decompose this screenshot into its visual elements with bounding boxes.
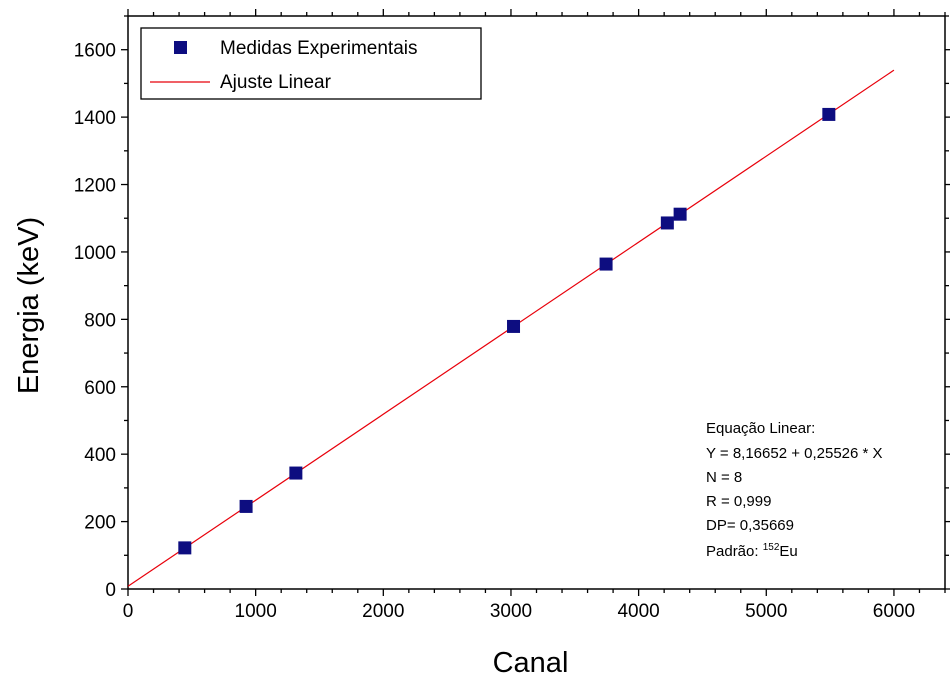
y-axis-label: Energia (keV)	[13, 217, 45, 394]
data-point	[660, 216, 674, 230]
y-tick-label: 600	[84, 378, 116, 399]
x-tick-label: 5000	[745, 601, 787, 622]
x-tick-label: 3000	[490, 601, 532, 622]
annotation-standard: Padrão: 152Eu	[706, 542, 798, 560]
x-axis-label: Canal	[493, 647, 569, 676]
annotation-title: Equação Linear:	[706, 420, 815, 437]
annotation-equation: Y = 8,16652 + 0,25526 * X	[706, 445, 883, 462]
data-point	[673, 207, 687, 221]
x-tick-label: 4000	[617, 601, 659, 622]
x-tick-label: 2000	[362, 601, 404, 622]
y-tick-label: 1000	[74, 243, 116, 264]
annotation-n: N = 8	[706, 469, 742, 486]
data-point	[507, 319, 521, 333]
x-tick-label: 1000	[235, 601, 277, 622]
data-point	[239, 499, 253, 513]
x-tick-label: 6000	[873, 601, 915, 622]
data-point	[289, 466, 303, 480]
y-tick-label: 1400	[74, 108, 116, 129]
y-tick-label: 1600	[74, 41, 116, 62]
legend-label-measurements: Medidas Experimentais	[220, 38, 417, 59]
annotation-r: R = 0,999	[706, 493, 771, 510]
axis-ticks	[121, 9, 950, 596]
y-tick-label: 200	[84, 513, 116, 534]
data-point	[822, 107, 836, 121]
y-tick-label: 1200	[74, 176, 116, 197]
y-tick-label: 800	[84, 310, 116, 331]
legend-marker-square	[174, 41, 187, 54]
data-point	[178, 541, 192, 555]
fit-annotation: Equação Linear: Y = 8,16652 + 0,25526 * …	[706, 420, 883, 560]
data-point	[599, 257, 613, 271]
legend: Medidas Experimentais Ajuste Linear	[140, 27, 482, 100]
y-tick-label: 0	[105, 580, 116, 601]
y-tick-label: 400	[84, 445, 116, 466]
annotation-dp: DP= 0,35669	[706, 517, 794, 534]
legend-box	[140, 27, 482, 100]
tick-labels: 0 1000 2000 3000 4000 5000 6000 0 200 400 600 800 10…	[74, 41, 915, 622]
annotation-standard-isotope-mass: 152	[763, 542, 780, 553]
x-tick-label: 0	[123, 601, 134, 622]
annotation-standard-prefix: Padrão:	[706, 543, 763, 560]
data-points	[178, 107, 836, 555]
annotation-standard-element: Eu	[779, 543, 797, 560]
legend-label-fit: Ajuste Linear	[220, 72, 332, 93]
